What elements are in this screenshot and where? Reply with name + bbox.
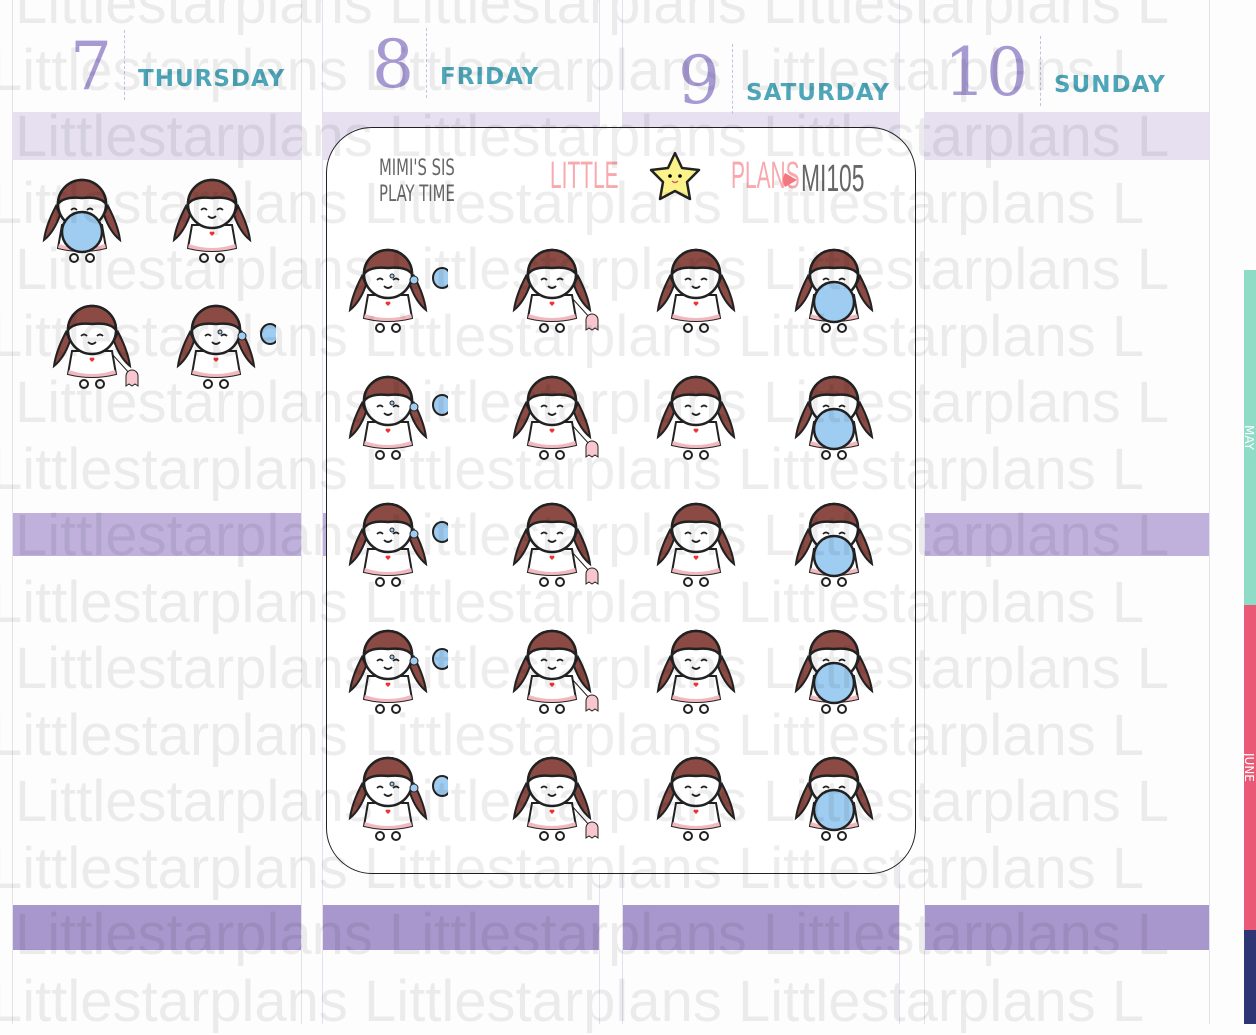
day-header-sunday: 10 SUNDAY — [944, 34, 1166, 111]
girl-ball-illustration — [794, 375, 874, 460]
column-thursday — [12, 0, 302, 1024]
sticker-ball[interactable] — [42, 170, 142, 269]
girl-ghost-illustration — [52, 304, 139, 389]
sticker-bubble[interactable] — [348, 748, 452, 847]
girl-ghost-illustration — [512, 502, 599, 587]
girl-ghost-illustration — [512, 756, 599, 841]
girl-happy-illustration — [656, 248, 736, 333]
girl-happy-illustration — [656, 375, 736, 460]
sticker-ball[interactable] — [794, 240, 894, 339]
girl-bubble-illustration — [348, 502, 452, 587]
column-sunday — [924, 0, 1210, 1024]
sticker-ball[interactable] — [794, 494, 894, 593]
girl-ball-illustration — [794, 502, 874, 587]
sticker-happy[interactable] — [656, 748, 756, 847]
sticker-ball[interactable] — [794, 367, 894, 466]
sticker-ghost[interactable] — [512, 240, 612, 339]
girl-ghost-illustration — [512, 629, 599, 714]
sheet-title: MIMI'S SIS PLAY TIME — [379, 156, 455, 207]
sticker-ghost[interactable] — [512, 621, 612, 720]
girl-bubble-illustration — [348, 756, 452, 841]
side-tab-dark — [1244, 930, 1256, 1024]
star-icon — [649, 151, 700, 201]
sticker-ball[interactable] — [794, 748, 894, 847]
sticker-happy[interactable] — [656, 494, 756, 593]
sticker-happy[interactable] — [656, 621, 756, 720]
sticker-ball[interactable] — [794, 621, 894, 720]
side-tab-june[interactable]: JUNE — [1242, 605, 1256, 930]
girl-bubble-illustration — [348, 629, 452, 714]
sticker-bubble[interactable] — [348, 621, 452, 720]
sticker-bubble[interactable] — [176, 296, 280, 395]
day-header-friday: 8 FRIDAY — [372, 26, 540, 103]
sticker-bubble[interactable] — [348, 367, 452, 466]
girl-bubble-illustration — [176, 304, 280, 389]
girl-happy-illustration — [172, 178, 252, 263]
brand-logo: LITTLE PLANS — [522, 150, 827, 202]
product-code: MI105 — [779, 158, 907, 201]
girl-ghost-illustration — [512, 248, 599, 333]
girl-ball-illustration — [794, 629, 874, 714]
sticker-happy[interactable] — [172, 170, 272, 269]
girl-happy-illustration — [656, 629, 736, 714]
sticker-bubble[interactable] — [348, 494, 452, 593]
girl-ball-illustration — [794, 248, 874, 333]
sticker-happy[interactable] — [656, 367, 756, 466]
sticker-ghost[interactable] — [512, 494, 612, 593]
girl-ball-illustration — [794, 756, 874, 841]
sticker-ghost[interactable] — [512, 367, 612, 466]
sticker-happy[interactable] — [656, 240, 756, 339]
girl-ghost-illustration — [512, 375, 599, 460]
sticker-ghost[interactable] — [52, 296, 152, 395]
girl-bubble-illustration — [348, 375, 452, 460]
day-header-thursday: 7 THURSDAY — [70, 28, 286, 105]
day-header-saturday: 9 SATURDAY — [678, 42, 891, 119]
sticker-sheet: MIMI'S SIS PLAY TIME LITTLE PLANS MI105 — [326, 127, 916, 874]
girl-bubble-illustration — [348, 248, 452, 333]
heart-icon — [783, 172, 797, 187]
sticker-ghost[interactable] — [512, 748, 612, 847]
sticker-bubble[interactable] — [348, 240, 452, 339]
girl-happy-illustration — [656, 756, 736, 841]
girl-happy-illustration — [656, 502, 736, 587]
side-tab-may[interactable]: MAY — [1242, 270, 1256, 605]
girl-ball-illustration — [42, 178, 122, 263]
